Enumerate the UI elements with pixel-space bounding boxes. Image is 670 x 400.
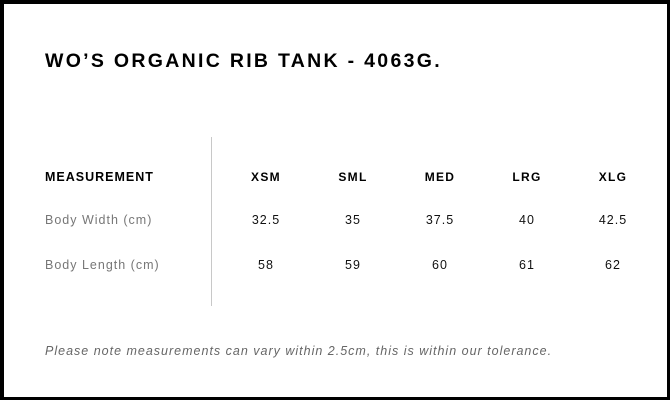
table-cell: 32.5	[251, 213, 281, 227]
table-cell: 42.5	[598, 213, 628, 227]
size-header-xlg: XLG	[598, 170, 628, 184]
table-cell: 61	[519, 258, 535, 272]
table-cell: 62	[605, 258, 621, 272]
tolerance-note: Please note measurements can vary within…	[45, 344, 553, 358]
row-label: Body Width (cm)	[45, 213, 153, 227]
table-cell: 59	[345, 258, 361, 272]
size-header-xsm: XSM	[251, 170, 281, 184]
table-cell: 37.5	[425, 213, 455, 227]
table-cell: 40	[519, 213, 535, 227]
table-cell: 60	[432, 258, 448, 272]
table-cell: 58	[258, 258, 274, 272]
size-header-med: MED	[424, 170, 456, 184]
size-header-lrg: LRG	[512, 170, 542, 184]
column-divider	[211, 137, 212, 306]
measurement-header: MEASUREMENT	[45, 170, 154, 184]
row-label: Body Length (cm)	[45, 258, 160, 272]
table-cell: 35	[345, 213, 361, 227]
page-title: WO’S ORGANIC RIB TANK - 4063G.	[45, 50, 442, 72]
size-header-sml: SML	[338, 170, 368, 184]
